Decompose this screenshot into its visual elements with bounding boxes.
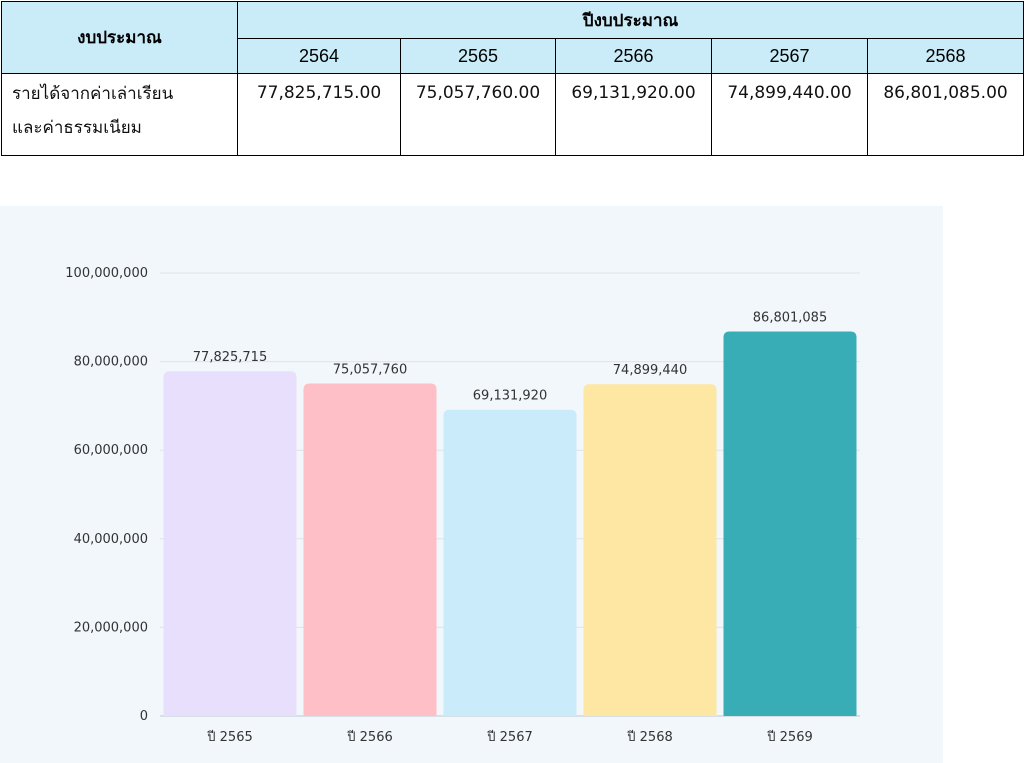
y-tick-label: 100,000,000 [65, 266, 148, 281]
row-label-line2: และค่าธรรมเนียม [12, 118, 142, 138]
x-tick-label: ปี 2568 [626, 729, 672, 745]
year-header: 2566 [555, 38, 712, 74]
bar-chart-panel: 0 20,000,000 40,000,000 60,000,000 80,000,00… [0, 206, 943, 763]
data-label: 74,899,440 [613, 363, 687, 378]
bar [583, 384, 717, 716]
y-tick-label: 40,000,000 [74, 532, 148, 547]
year-header: 2568 [866, 38, 1024, 74]
bar [443, 409, 577, 716]
y-tick-label: 80,000,000 [74, 355, 148, 370]
budget-table: งบประมาณ ปีงบประมาณ 2564 2565 2566 2567 … [1, 1, 1024, 156]
y-tick-label: 60,000,000 [74, 443, 148, 458]
row-label: รายได้จากค่าเล่าเรียน และค่าธรรมเนียม [1, 73, 238, 156]
value-cell: 77,825,715.00 [237, 73, 401, 156]
table-row: รายได้จากค่าเล่าเรียน และค่าธรรมเนียม 77… [1, 73, 1024, 156]
data-label: 75,057,760 [333, 362, 407, 377]
value-cell: 75,057,760.00 [400, 73, 556, 156]
data-label: 69,131,920 [473, 389, 547, 404]
y-tick-label: 0 [140, 709, 148, 724]
value-cell: 69,131,920.00 [555, 73, 712, 156]
value-cell: 86,801,085.00 [866, 73, 1024, 156]
value-cell: 74,899,440.00 [711, 73, 868, 156]
x-tick-label: ปี 2566 [346, 729, 392, 745]
x-tick-label: ปี 2565 [206, 729, 252, 745]
data-label: 77,825,715 [193, 350, 267, 365]
year-header: 2564 [237, 38, 401, 74]
year-header: 2567 [711, 38, 868, 74]
fiscal-year-header: ปีงบประมาณ [236, 1, 1024, 39]
x-tick-label: ปี 2567 [486, 729, 532, 745]
bar [163, 371, 297, 716]
data-label: 86,801,085 [753, 310, 827, 325]
year-header: 2565 [400, 38, 556, 74]
bar-chart: 0 20,000,000 40,000,000 60,000,000 80,000,00… [65, 266, 860, 745]
bar [303, 383, 437, 716]
row-label-line1: รายได้จากค่าเล่าเรียน [12, 84, 174, 104]
x-tick-label: ปี 2569 [766, 729, 812, 745]
y-tick-label: 20,000,000 [74, 620, 148, 635]
bar [723, 331, 857, 716]
budget-header: งบประมาณ [1, 1, 238, 74]
